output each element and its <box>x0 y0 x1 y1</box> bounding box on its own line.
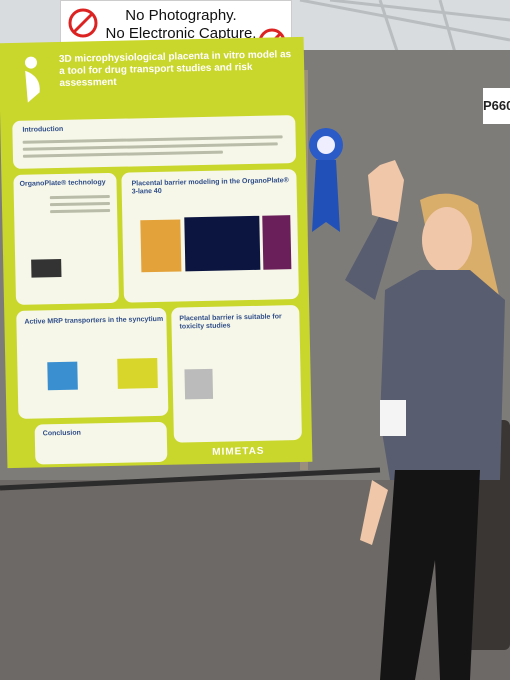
face <box>422 207 472 273</box>
raised-arm <box>345 215 398 300</box>
booth-number: P660 <box>483 88 510 124</box>
figure <box>140 219 182 273</box>
diagram <box>47 361 78 391</box>
panel-edge <box>0 467 381 491</box>
section-box: Introduction <box>12 115 297 169</box>
section-heading: Conclusion <box>42 429 81 438</box>
section-heading: Placental barrier is suitable for toxici… <box>179 313 282 331</box>
ceiling-beams <box>299 0 510 71</box>
section-heading: Placental barrier modeling in the Organo… <box>131 177 289 196</box>
section-box: Conclusion <box>34 421 168 465</box>
pregnancy-icon <box>24 56 40 103</box>
microscopy-image <box>262 215 292 270</box>
section-heading: Introduction <box>22 125 64 134</box>
poster: 3D microphysiological placenta in vitro … <box>0 36 313 469</box>
sign-line: No Photography. <box>125 7 237 24</box>
microscopy-image <box>184 215 261 272</box>
text-line <box>22 150 223 158</box>
lower-hand <box>360 480 388 545</box>
ribbon-tail <box>312 160 340 232</box>
section-box: Placental barrier is suitable for toxici… <box>171 305 302 443</box>
section-heading: OrganoPlate® technology <box>19 179 106 188</box>
section-box: OrganoPlate® technology <box>13 172 120 305</box>
badge <box>380 400 406 436</box>
text-line <box>50 208 111 214</box>
bar-figure <box>117 357 158 389</box>
hand <box>368 160 404 222</box>
section-box: Active MRP transporters in the syncytium <box>16 307 169 419</box>
poster-title: 3D microphysiological placenta in vitro … <box>58 49 292 89</box>
plate-image <box>31 258 62 278</box>
ribbon-center <box>317 136 335 154</box>
text-line <box>22 142 278 151</box>
section-heading: Active MRP transporters in the syncytium <box>24 315 164 326</box>
section-box: Placental barrier modeling in the Organo… <box>121 169 300 303</box>
instrument-image <box>184 368 214 400</box>
no-camera-icon <box>68 8 98 38</box>
text-line <box>49 201 110 207</box>
poster-logo: MIMETAS <box>212 445 265 458</box>
text-line <box>49 194 110 200</box>
shirt <box>380 270 505 480</box>
trousers <box>380 470 480 680</box>
